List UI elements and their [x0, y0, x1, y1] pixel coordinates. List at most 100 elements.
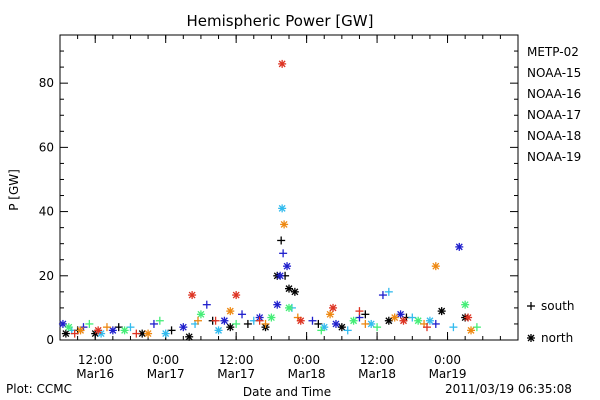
data-point-north [280, 220, 289, 229]
data-point-north [76, 326, 85, 335]
data-point-south [102, 323, 111, 332]
data-point-north [296, 316, 305, 325]
marker-stroke [77, 326, 85, 334]
data-point-south [261, 319, 270, 328]
marker-stroke [188, 291, 196, 299]
x-tick-date-label: Mar17 [217, 367, 255, 381]
plot-credit: Plot: CCMC [6, 382, 72, 396]
data-point-north [61, 329, 70, 338]
marker-stroke [455, 243, 463, 251]
marker-stroke [215, 326, 222, 334]
y-tick-label: 20 [39, 269, 54, 283]
data-point-south [70, 329, 79, 338]
data-point-south [167, 326, 176, 335]
marker-stroke [197, 310, 205, 318]
y-axis-label: P [GW] [7, 169, 21, 211]
marker-stroke [179, 323, 187, 331]
data-point-north [188, 291, 197, 300]
marker-stroke [144, 330, 152, 338]
data-point-north [226, 307, 235, 316]
plot-timestamp: 2011/03/19 06:35:08 [445, 382, 572, 396]
data-point-south [378, 291, 387, 300]
data-point-north [278, 204, 287, 213]
data-point-south [408, 313, 417, 322]
data-point-north [390, 313, 399, 322]
data-point-south [193, 316, 202, 325]
data-point-north [220, 316, 229, 325]
marker-stroke [332, 320, 340, 328]
data-point-north [329, 303, 338, 312]
marker-stroke [438, 307, 446, 315]
x-tick-date-label: Mar17 [147, 367, 185, 381]
marker-stroke [65, 323, 73, 331]
data-point-north [467, 326, 476, 335]
legend-entry: METP-02 [527, 45, 579, 59]
data-point-north [108, 326, 117, 335]
marker-stroke [467, 326, 475, 334]
data-point-north [455, 242, 464, 251]
marker-stroke [320, 323, 328, 331]
legend-entry: NOAA-17 [527, 108, 581, 122]
marker-stroke [94, 326, 102, 334]
data-point-north [337, 323, 346, 332]
data-point-south [202, 300, 211, 309]
south-marker-icon [527, 302, 535, 310]
data-point-north [278, 59, 287, 68]
marker-stroke [276, 272, 284, 280]
marker-legend: south north [527, 299, 575, 345]
x-axis-label: Date and Time [243, 385, 331, 399]
data-point-north [396, 310, 405, 319]
data-point-south [384, 287, 393, 296]
data-point-south [132, 329, 141, 338]
legend-entry: NOAA-16 [527, 87, 581, 101]
data-point-south [308, 316, 317, 325]
marker-stroke [285, 285, 293, 293]
data-point-south [155, 316, 164, 325]
data-markers [58, 59, 481, 341]
chart-title: Hemispheric Power [GW] [187, 12, 374, 30]
data-point-north [226, 323, 235, 332]
x-tick-time-label: 0:00 [293, 353, 320, 367]
data-point-north [437, 307, 446, 316]
x-axis: 12:00Mar160:00Mar1712:00Mar170:00Mar1812… [76, 35, 501, 381]
marker-stroke [426, 317, 434, 325]
marker-stroke [220, 317, 228, 325]
data-point-north [326, 310, 335, 319]
x-tick-time-label: 12:00 [360, 353, 395, 367]
marker-stroke [338, 323, 346, 331]
legend: METP-02 NOAA-15 NOAA-16 NOAA-17 NOAA-18 NOAA-… [527, 45, 581, 164]
y-axis: 0 20 40 60 80 [39, 50, 518, 347]
data-point-north [349, 316, 358, 325]
marker-stroke [414, 317, 422, 325]
marker-stroke [280, 220, 288, 228]
marker-stroke [121, 326, 129, 334]
data-point-south [355, 307, 364, 316]
marker-stroke [397, 310, 405, 318]
marker-stroke [367, 320, 375, 328]
x-tick-date-label: Mar18 [288, 367, 326, 381]
marker-stroke [226, 323, 234, 331]
data-point-north [431, 262, 440, 271]
data-point-south [373, 323, 382, 332]
series-noaa-19 [70, 59, 473, 338]
data-point-south [149, 319, 158, 328]
x-tick-date-label: Mar16 [76, 367, 114, 381]
series-noaa-16 [67, 204, 458, 338]
marker-stroke [185, 333, 193, 341]
data-point-north [120, 326, 129, 335]
y-tick-label: 80 [39, 76, 54, 90]
x-tick-time-label: 0:00 [434, 353, 461, 367]
data-point-south [314, 319, 323, 328]
plot-area-frame [59, 34, 519, 341]
data-point-south [255, 316, 264, 325]
marker-stroke [138, 330, 146, 338]
data-point-north [285, 284, 293, 293]
marker-stroke [267, 314, 275, 321]
marker-stroke [226, 307, 234, 315]
data-point-north [161, 329, 170, 338]
data-point-south [126, 323, 135, 332]
marker-stroke [527, 334, 535, 342]
x-tick-time-label: 12:00 [78, 353, 113, 367]
legend-entry: NOAA-18 [527, 129, 581, 143]
